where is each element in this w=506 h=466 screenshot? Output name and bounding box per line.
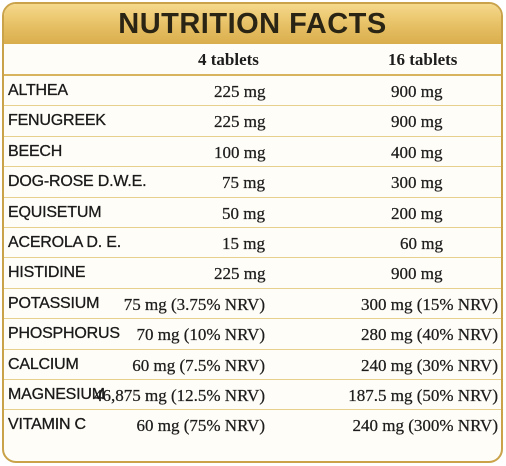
nutrient-name: FENUGREEK [8, 112, 106, 130]
value-4-tablets: 225 mg [214, 264, 266, 284]
nutrient-name: ALTHEA [8, 82, 68, 99]
value-16-tablets: 900 mg [391, 264, 443, 284]
nutrient-table: ALTHEA 225 mg 900 mg FENUGREEK 225 mg 90… [4, 76, 501, 441]
nutrient-name: VITAMIN C [8, 416, 86, 434]
nutrient-name: DOG-ROSE D.W.E. [8, 173, 147, 191]
value-4-tablets: 60 mg (7.5% NRV) [132, 355, 265, 375]
column-header-16-tablets: 16 tablets [388, 50, 458, 69]
value-4-tablets: 225 mg [214, 112, 266, 132]
value-16-tablets: 60 mg [400, 233, 443, 253]
value-16-tablets: 900 mg [391, 112, 443, 132]
value-4-tablets: 75 mg [222, 173, 265, 193]
value-16-tablets: 280 mg (40% NRV) [361, 325, 498, 345]
nutrient-name: POTASSIUM [8, 294, 100, 312]
column-header-4-tablets: 4 tablets [198, 50, 259, 69]
table-row: ACEROLA D. E. 15 mg 60 mg [4, 228, 501, 259]
value-16-tablets: 200 mg [391, 203, 443, 223]
nutrient-name: MAGNESIUM [8, 385, 105, 403]
nutrient-name: EQUISETUM [8, 203, 102, 221]
nutrient-name: HISTIDINE [8, 264, 86, 282]
value-16-tablets: 240 mg (30% NRV) [361, 355, 498, 375]
value-4-tablets: 46,875 mg (12.5% NRV) [94, 385, 265, 405]
value-16-tablets: 240 mg (300% NRV) [352, 416, 498, 436]
title-band: NUTRITION FACTS [4, 4, 501, 44]
value-16-tablets: 300 mg [391, 173, 443, 193]
table-row: ALTHEA 225 mg 900 mg [4, 76, 501, 107]
table-row: HISTIDINE 225 mg 900 mg [4, 258, 501, 289]
table-row: MAGNESIUM 46,875 mg (12.5% NRV) 187.5 mg… [4, 380, 501, 411]
nutrient-name: PHOSPHORUS [8, 325, 120, 343]
value-4-tablets: 225 mg [214, 82, 266, 101]
value-4-tablets: 50 mg [222, 203, 265, 223]
nutrition-facts-panel: NUTRITION FACTS 4 tablets 16 tablets ALT… [2, 2, 503, 463]
table-row: EQUISETUM 50 mg 200 mg [4, 198, 501, 228]
value-4-tablets: 60 mg (75% NRV) [136, 416, 265, 436]
panel-title: NUTRITION FACTS [118, 7, 387, 40]
nutrient-name: BEECH [8, 142, 63, 160]
table-row: POTASSIUM 75 mg (3.75% NRV) 300 mg (15% … [4, 289, 501, 320]
value-4-tablets: 100 mg [214, 142, 266, 162]
table-row: BEECH 100 mg 400 mg [4, 137, 501, 168]
value-4-tablets: 75 mg (3.75% NRV) [123, 294, 266, 314]
table-row: VITAMIN C 60 mg (75% NRV) 240 mg (300% N… [4, 410, 501, 440]
table-row: PHOSPHORUS 70 mg (10% NRV) 280 mg (40% N… [4, 319, 501, 350]
table-row: CALCIUM 60 mg (7.5% NRV) 240 mg (30% NRV… [4, 350, 501, 380]
nutrient-name: ACEROLA D. E. [8, 233, 122, 251]
column-header-row: 4 tablets 16 tablets [4, 44, 501, 76]
value-16-tablets: 187.5 mg (50% NRV) [348, 385, 498, 405]
value-4-tablets: 70 mg (10% NRV) [136, 325, 265, 345]
table-row: DOG-ROSE D.W.E. 75 mg 300 mg [4, 167, 501, 198]
table-row: FENUGREEK 225 mg 900 mg [4, 106, 501, 137]
value-16-tablets: 300 mg (15% NRV) [361, 294, 498, 314]
value-16-tablets: 400 mg [391, 142, 443, 162]
value-4-tablets: 15 mg [222, 233, 265, 253]
nutrient-name: CALCIUM [8, 355, 79, 373]
value-16-tablets: 900 mg [391, 82, 443, 101]
